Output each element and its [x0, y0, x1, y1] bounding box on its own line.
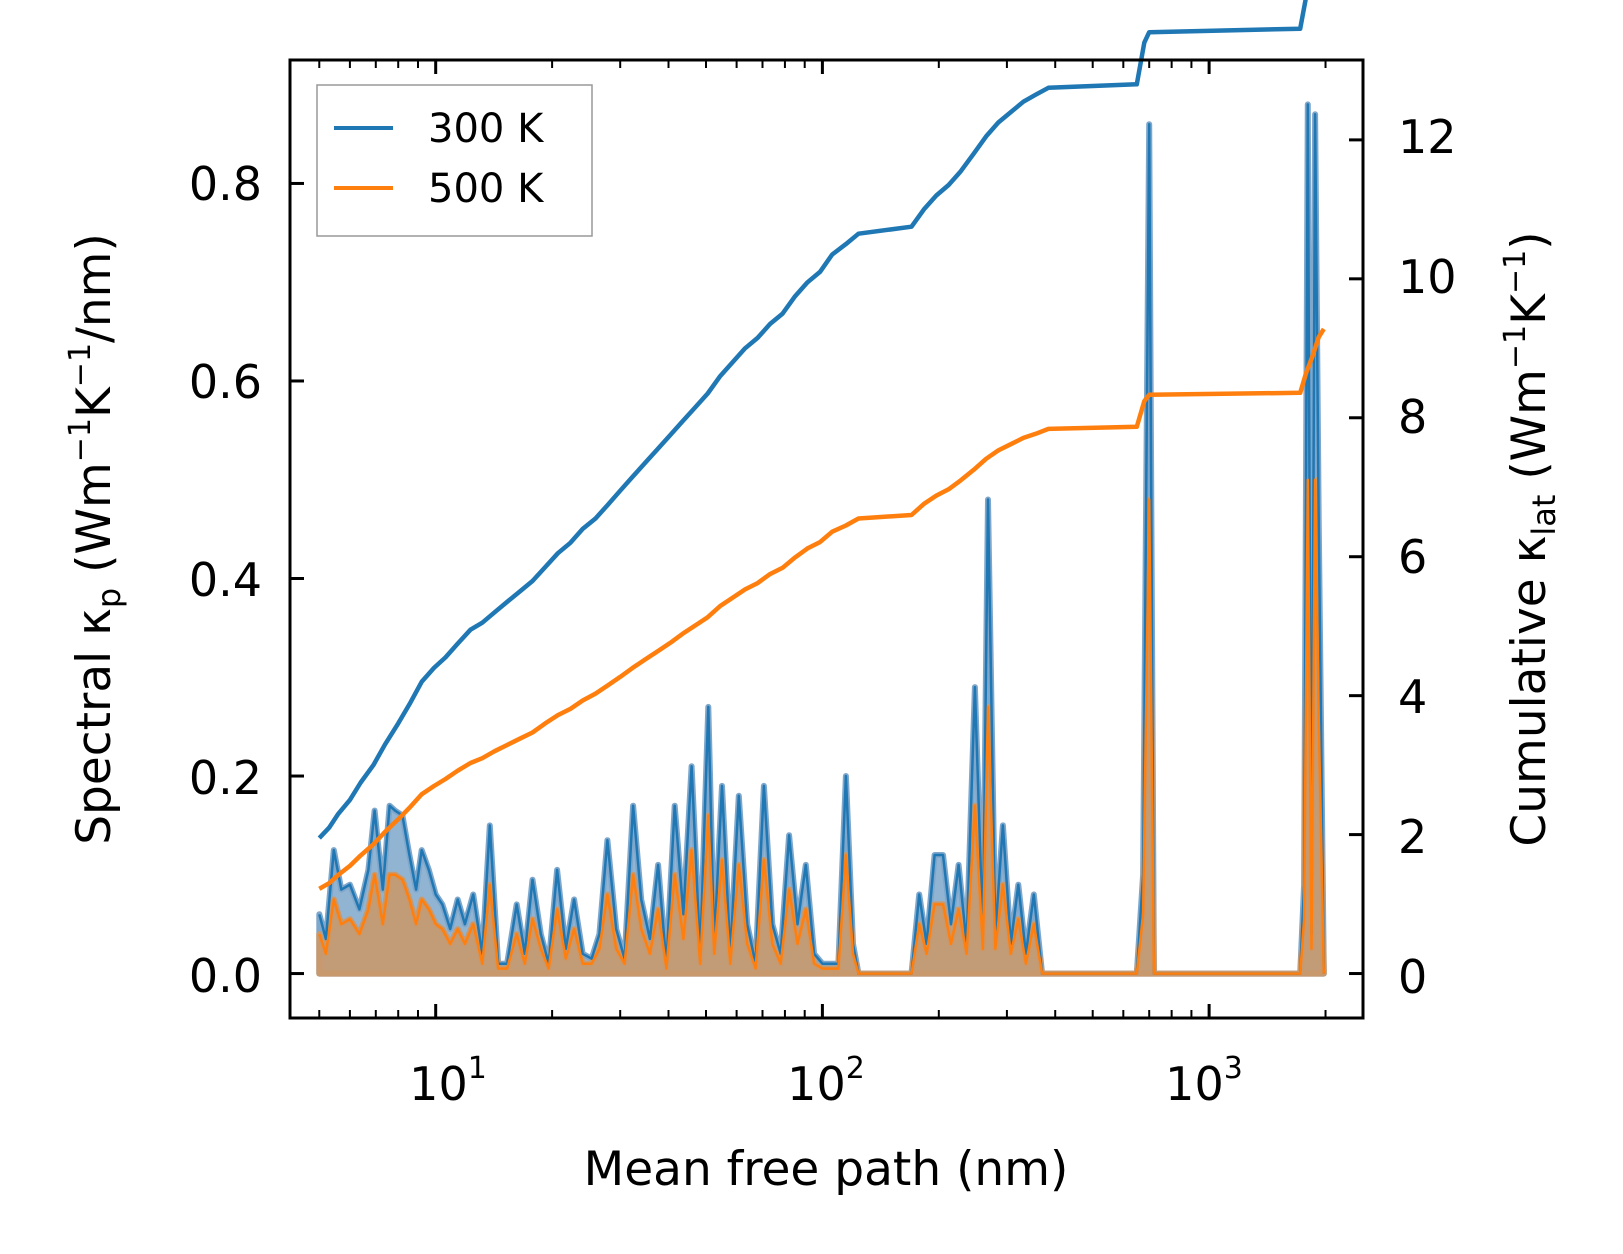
legend-label-300k: 300 K: [428, 106, 545, 152]
spectral-lines: [318, 103, 1326, 975]
y-left-tick-label: 0.0: [189, 949, 262, 1003]
y-left-tick-label: 0.6: [189, 355, 262, 409]
y-right-tick-label: 2: [1398, 810, 1427, 864]
x-tick-label: 101: [409, 1051, 487, 1111]
legend-box: [316, 84, 593, 237]
y-right-tick-label: 12: [1398, 110, 1457, 164]
cumulative-500k-line: [318, 327, 1326, 891]
cumulative-lines: [317, 0, 1326, 891]
legend-label-500k: 500 K: [428, 166, 545, 212]
y-right-tick-label: 10: [1398, 250, 1457, 304]
x-tick-label: 103: [1165, 1051, 1243, 1111]
y-left-tick-label: 0.4: [189, 553, 262, 607]
cumulative-300k-line: [317, 0, 1308, 840]
y-right-tick-label: 6: [1398, 530, 1427, 584]
spectral-300k-line: [318, 103, 1326, 975]
y-right-tick-label: 0: [1398, 950, 1427, 1004]
spectral-500k-line: [318, 478, 1326, 975]
y-right-axis-title: Cumulative κlat (Wm−1K−1): [1498, 231, 1563, 846]
y-right-tick-label: 4: [1398, 670, 1427, 724]
legend: 300 K 500 K: [316, 84, 593, 237]
y-left-tick-label: 0.8: [189, 157, 262, 211]
y-right-tick-label: 8: [1398, 390, 1427, 444]
y-left-axis-title: Spectral κp (Wm−1K−1/nm): [63, 233, 128, 845]
x-tick-label: 102: [787, 1051, 865, 1111]
x-axis-title: Mean free path (nm): [584, 1142, 1069, 1197]
plot-frame: [288, 58, 1365, 1020]
y-left-tick-label: 0.2: [189, 751, 262, 805]
